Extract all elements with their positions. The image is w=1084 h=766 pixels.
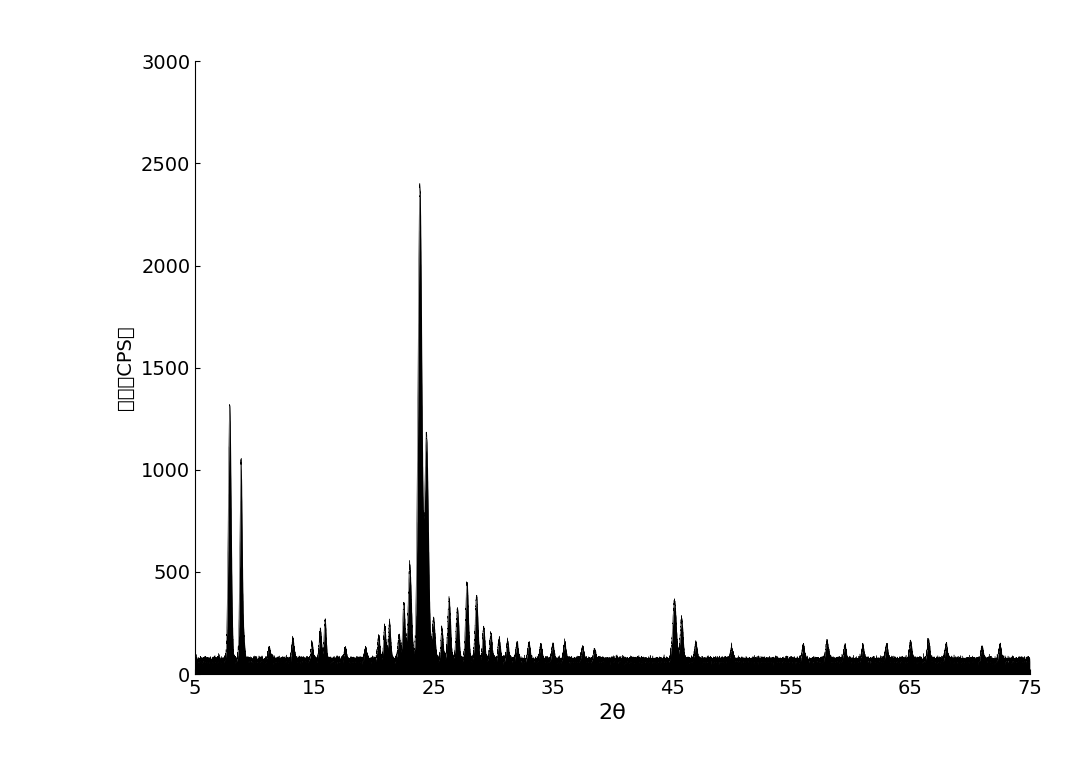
X-axis label: 2θ: 2θ bbox=[598, 703, 627, 724]
Y-axis label: 强度（CPS）: 强度（CPS） bbox=[116, 326, 136, 410]
